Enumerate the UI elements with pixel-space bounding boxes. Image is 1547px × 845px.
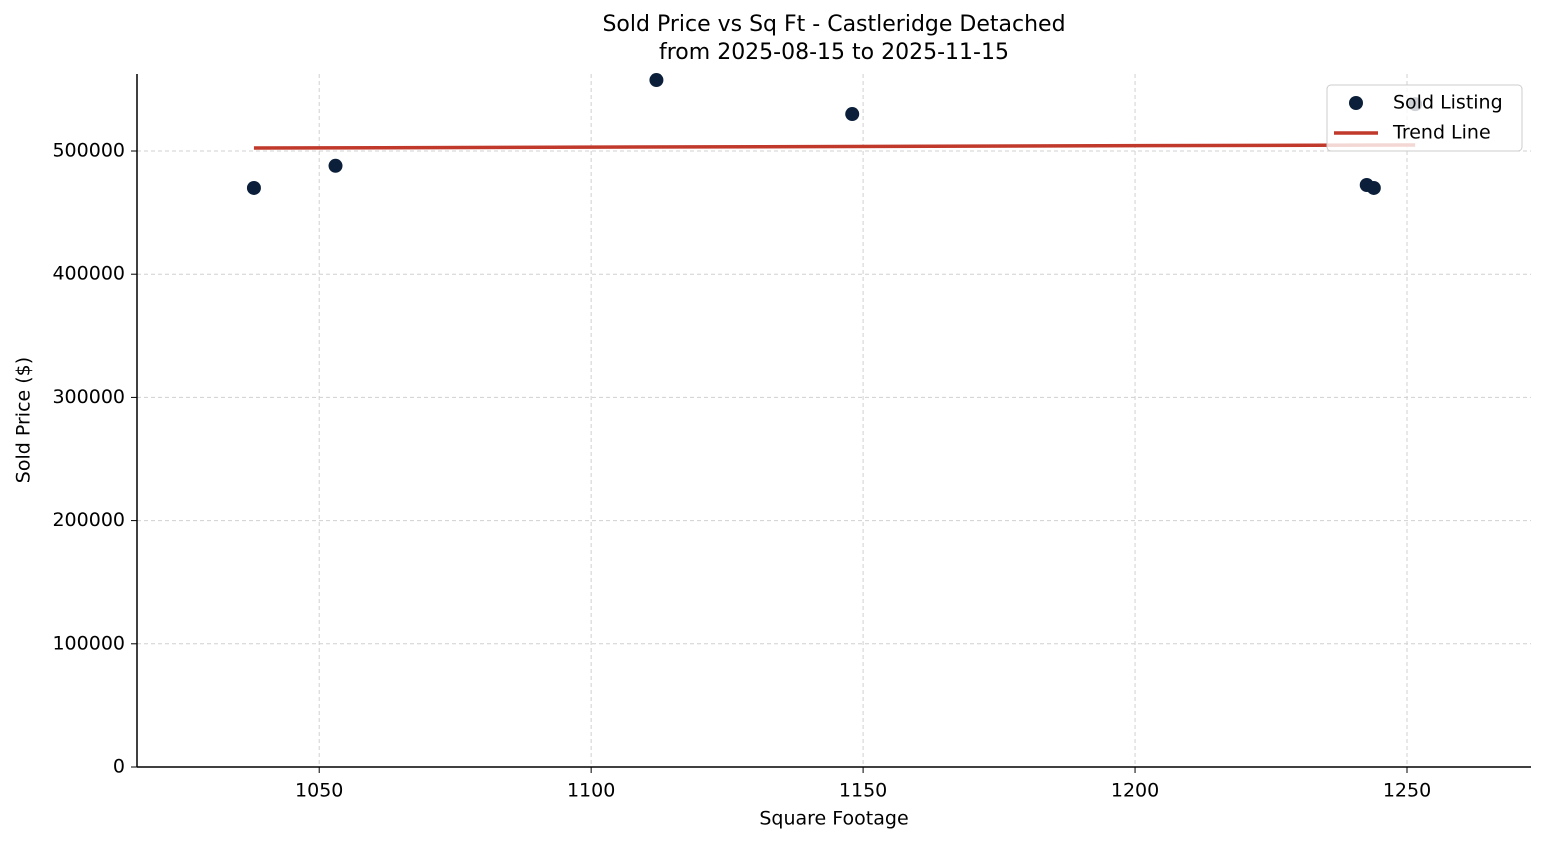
y-tick-label: 500000 <box>52 140 125 162</box>
y-tick-label: 300000 <box>52 386 125 408</box>
chart-subtitle: from 2025-08-15 to 2025-11-15 <box>659 40 1009 65</box>
point <box>328 158 343 173</box>
y-tick-label: 400000 <box>52 263 125 285</box>
x-axis-label: Square Footage <box>759 808 908 830</box>
x-tick-label: 1100 <box>567 780 615 802</box>
x-tick-label: 1200 <box>1111 780 1159 802</box>
y-tick-label: 200000 <box>52 509 125 531</box>
legend-label: Trend Line <box>1392 122 1491 144</box>
point <box>845 107 860 122</box>
x-tick-label: 1050 <box>295 780 343 802</box>
trend-line <box>253 143 1416 150</box>
chart-title: Sold Price vs Sq Ft - Castleridge Detach… <box>602 12 1065 37</box>
y-tick-label: 0 <box>113 756 125 778</box>
legend-label: Sold Listing <box>1393 92 1503 114</box>
y-tick-label: 100000 <box>52 632 125 654</box>
y-axis-label: Sold Price ($) <box>13 357 35 483</box>
x-tick-label: 1150 <box>839 780 887 802</box>
x-tick-label: 1250 <box>1383 780 1431 802</box>
legend-marker <box>1349 96 1363 110</box>
point <box>649 73 664 88</box>
point <box>1366 180 1381 195</box>
point <box>246 180 261 195</box>
